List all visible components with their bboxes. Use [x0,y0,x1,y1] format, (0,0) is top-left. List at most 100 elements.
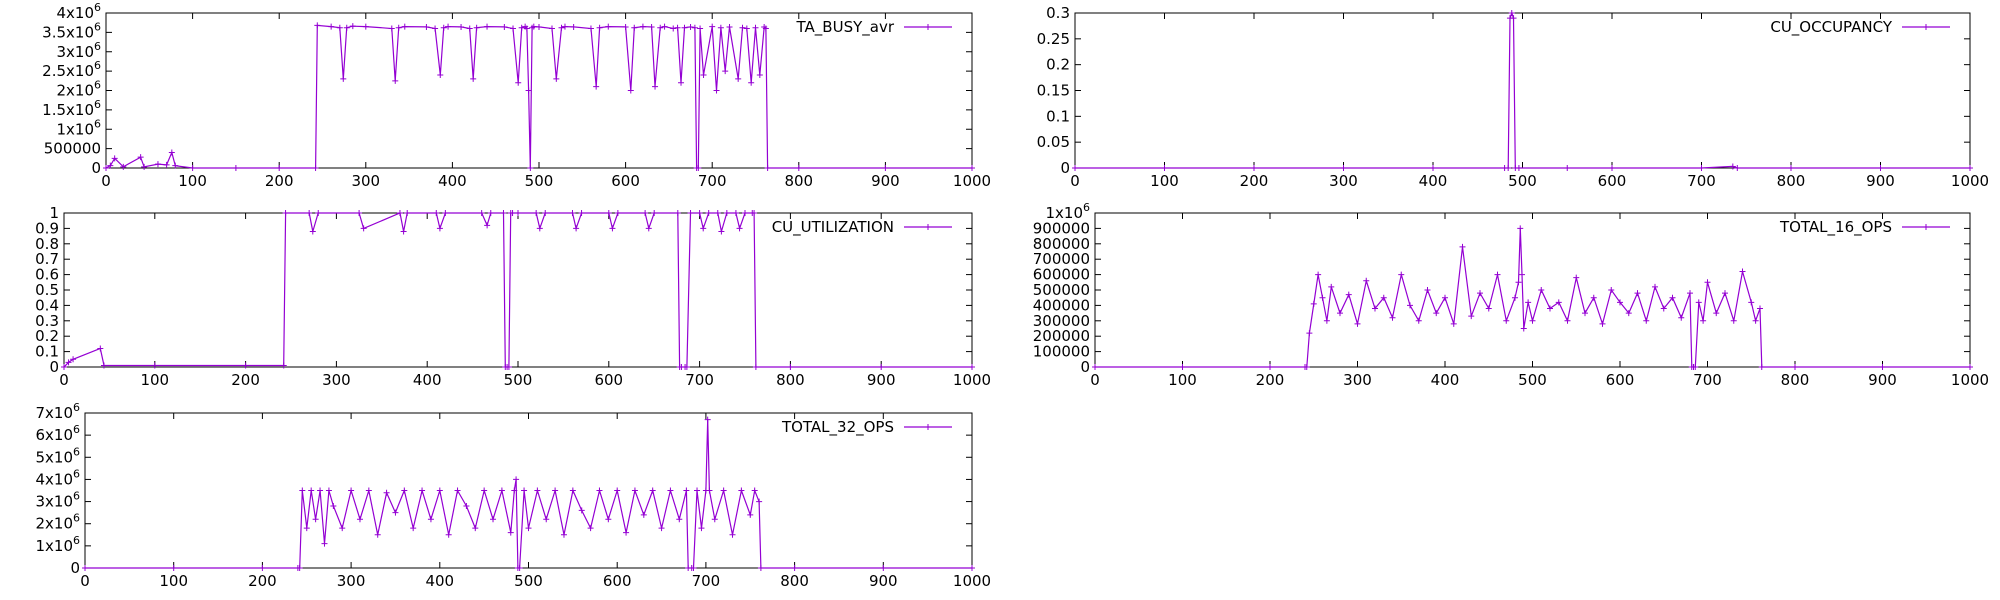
x-tick-label: 500 [504,371,533,389]
data-point [518,24,525,31]
x-tick-label: 0 [1090,371,1100,389]
data-point [687,210,694,216]
data-point [103,165,109,171]
data-point [1582,310,1588,317]
data-point [317,487,324,494]
data-point [1609,165,1615,171]
data-point [969,565,975,571]
data-point [667,487,674,494]
data-point [1372,305,1378,312]
data-point [1072,165,1078,171]
x-tick-label: 700 [1693,371,1722,389]
data-point [738,487,745,494]
data-point [700,225,707,232]
data-point [1698,165,1705,171]
data-point [1547,305,1553,312]
data-point [587,25,594,32]
data-point [163,161,170,168]
data-point [1729,163,1736,170]
data-point [1564,317,1571,324]
x-tick-label: 200 [231,371,260,389]
x-tick-label: 100 [159,572,188,590]
data-point [1788,165,1794,171]
x-tick-label: 900 [1866,172,1895,190]
data-point [1251,165,1257,171]
data-point [722,68,729,75]
data-point [605,23,612,30]
data-point [751,487,758,494]
data-point [170,565,177,571]
data-point [558,24,565,31]
x-tick-label: 800 [784,172,813,190]
data-point [631,24,638,31]
x-tick-label: 500 [514,572,543,590]
data-point [242,362,249,369]
x-tick-label: 400 [425,572,454,590]
y-tick-label: 0.2 [1046,56,1070,74]
x-tick-label: 600 [1598,172,1627,190]
data-point [120,163,127,170]
data-point [736,225,743,232]
data-point [614,487,621,494]
series-line [1075,11,1970,169]
data-point [714,210,721,216]
data-point [315,210,322,216]
data-point [97,345,104,352]
data-point [536,225,543,232]
data-point [328,23,335,30]
data-point [1660,305,1667,312]
data-point [690,565,697,571]
y-tick-label: 0 [1080,358,1090,376]
x-tick-label: 300 [351,172,380,190]
data-point [299,487,306,494]
data-point [1337,310,1343,317]
data-point [1599,320,1606,327]
y-tick-label: 0.4 [35,296,59,314]
data-point [622,23,629,30]
data-point [1328,283,1335,290]
y-tick-label: 0 [49,358,59,376]
data-point [356,210,363,216]
data-point [442,210,449,216]
data-point [1433,310,1440,317]
data-point [657,24,664,31]
y-tick-label: 0 [1060,159,1070,177]
data-point [484,23,491,30]
series-line [105,24,972,169]
data-point [552,487,559,494]
y-tick-label: 5x106 [35,445,80,466]
x-tick-label: 0 [101,172,111,190]
y-tick-label: 3.5x106 [42,20,101,41]
data-point [280,362,287,369]
data-point [419,487,426,494]
data-point [1617,299,1623,306]
data-point [107,162,114,169]
x-tick-label: 1000 [953,371,991,389]
y-tick-label: 900000 [1033,219,1090,237]
data-point [652,83,659,90]
data-point [1967,364,1973,370]
data-point [1345,291,1352,298]
data-point [478,210,485,216]
data-point [505,364,512,370]
data-point [523,25,530,32]
data-point [1306,330,1313,337]
x-tick-label: 500 [525,172,554,190]
data-point [1310,300,1317,307]
data-point [445,531,452,538]
series-line [63,212,972,368]
x-tick-label: 400 [1419,172,1448,190]
data-point [791,565,798,571]
legend-label: CU_UTILIZATION [772,218,894,237]
y-tick-label: 3x106 [35,490,80,511]
x-tick-label: 600 [1606,371,1635,389]
data-point [1734,165,1741,171]
data-point [623,529,630,536]
data-point [232,165,239,171]
y-tick-label: 3x106 [56,40,101,61]
y-tick-label: 1x106 [56,117,101,138]
data-point [282,210,289,216]
y-tick-label: 7x106 [35,401,80,422]
data-point [735,75,742,82]
